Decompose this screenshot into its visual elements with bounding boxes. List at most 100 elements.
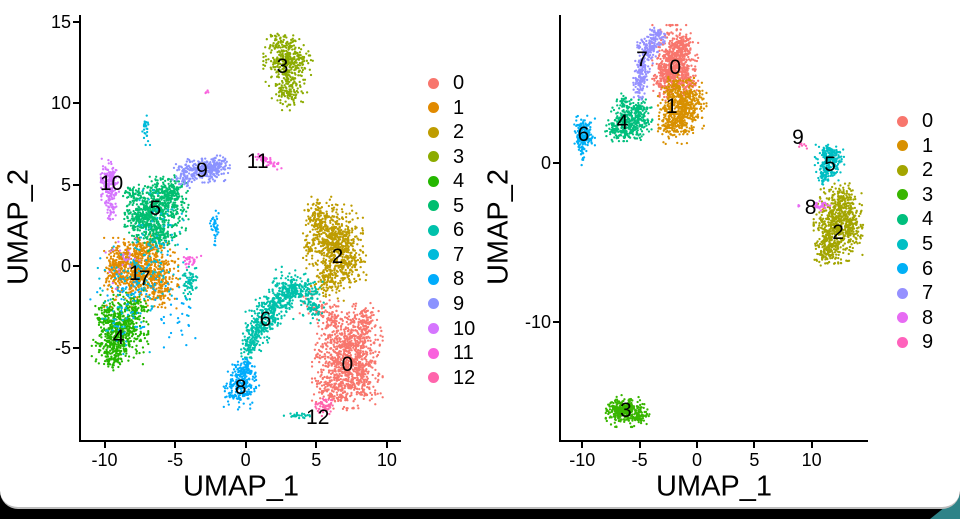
legend-label-9: 9 [922, 331, 934, 354]
legend-label-7: 7 [922, 282, 934, 305]
legend-label-11: 11 [453, 342, 474, 365]
x-tick-mark [696, 442, 698, 448]
scatter-points-left [81, 15, 401, 440]
x-tick-mark [753, 442, 756, 448]
legend-swatch-8 [897, 312, 908, 324]
cluster-label-left-0: 0 [341, 353, 354, 377]
legend-label-5: 5 [453, 194, 465, 217]
legend-item-left-4: 4 [428, 169, 464, 193]
legend-label-3: 3 [922, 183, 934, 206]
y-tick-mark [73, 20, 79, 23]
x-tick-mark [103, 442, 106, 448]
legend-label-4: 4 [922, 208, 934, 231]
legend-label-8: 8 [922, 306, 934, 329]
legend-item-right-7: 7 [897, 281, 933, 305]
legend-item-left-5: 5 [428, 194, 464, 218]
x-tick-mark [385, 442, 388, 448]
cluster-label-right-5: 5 [824, 152, 836, 176]
y-tick-label: -5 [54, 337, 71, 358]
legend-item-left-9: 9 [428, 292, 464, 316]
cluster-label-left-11: 11 [246, 149, 269, 173]
cluster-label-left-8: 8 [234, 376, 247, 400]
y-axis-line [79, 15, 81, 442]
legend-label-7: 7 [453, 243, 465, 266]
y-tick-mark [553, 162, 559, 164]
x-tick-mark [638, 442, 641, 448]
cluster-label-left-3: 3 [276, 55, 289, 79]
x-tick-label: -5 [167, 450, 184, 470]
legend-swatch-11 [428, 347, 439, 359]
legend-label-2: 2 [453, 121, 465, 144]
x-axis-title-left: UMAP_1 [182, 470, 300, 503]
x-tick-mark [244, 442, 247, 448]
cluster-label-right-2: 2 [832, 220, 844, 244]
y-tick-label: 10 [50, 93, 71, 113]
y-tick-mark [73, 265, 79, 267]
y-tick-mark [73, 183, 79, 186]
legend-item-right-5: 5 [897, 232, 933, 256]
cluster-label-left-2: 2 [331, 245, 344, 269]
legend-item-left-12: 12 [428, 366, 475, 390]
legend-item-right-1: 1 [897, 134, 933, 158]
y-tick-label: 0 [540, 153, 551, 173]
y-tick-mark [73, 346, 79, 349]
legend-swatch-9 [428, 298, 439, 310]
legend-swatch-6 [428, 224, 439, 236]
cluster-label-left-4: 4 [112, 325, 125, 349]
legend-item-left-7: 7 [428, 243, 464, 267]
legend-swatch-5 [897, 238, 908, 250]
x-tick-label: 10 [376, 450, 397, 470]
legend-swatch-4 [428, 175, 439, 187]
legend-label-10: 10 [453, 317, 476, 340]
x-tick-label: 0 [691, 450, 702, 470]
x-tick-mark [174, 442, 177, 448]
x-axis-line [559, 440, 868, 442]
cluster-label-left-1: 1 [129, 262, 141, 286]
legend-label-8: 8 [453, 268, 465, 291]
x-axis-title-right: UMAP_1 [655, 470, 773, 503]
legend-item-left-11: 11 [428, 341, 474, 365]
y-tick-mark [553, 321, 559, 323]
cluster-label-right-4: 4 [616, 111, 629, 135]
x-tick-label: 5 [749, 450, 760, 470]
x-tick-mark [581, 442, 584, 448]
x-tick-label: -10 [569, 450, 596, 470]
legend-label-12: 12 [453, 366, 476, 389]
legend-item-left-1: 1 [428, 96, 464, 120]
legend-item-left-2: 2 [428, 120, 464, 144]
cluster-label-left-12: 12 [306, 405, 330, 429]
legend-item-right-0: 0 [897, 109, 933, 133]
legend-swatch-2 [897, 164, 908, 176]
legend-swatch-1 [897, 140, 908, 152]
legend-swatch-3 [897, 189, 908, 201]
cluster-label-right-8: 8 [804, 195, 817, 219]
legend-label-1: 1 [453, 96, 465, 119]
x-axis-line [79, 440, 401, 442]
cluster-label-left-6: 6 [259, 307, 272, 331]
legend-swatch-2 [428, 126, 439, 138]
legend-label-6: 6 [922, 257, 934, 280]
legend-swatch-1 [428, 102, 439, 114]
y-tick-label: 5 [60, 174, 71, 195]
x-tick-label: 5 [311, 450, 322, 470]
legend-swatch-7 [428, 249, 439, 261]
cluster-label-left-9: 9 [196, 159, 208, 183]
cluster-label-right-6: 6 [577, 123, 590, 147]
y-axis-title-right: UMAP_2 [482, 168, 515, 286]
legend-label-2: 2 [922, 159, 934, 182]
legend-item-right-8: 8 [897, 306, 933, 330]
cluster-label-left-10: 10 [99, 171, 124, 195]
cluster-label-right-1: 1 [665, 95, 678, 119]
y-tick-mark [73, 102, 79, 104]
x-tick-mark [315, 442, 318, 448]
legend-label-0: 0 [453, 72, 465, 94]
x-tick-label: -10 [91, 450, 118, 470]
y-tick-label: -10 [524, 312, 551, 332]
legend-swatch-8 [428, 273, 439, 285]
y-axis-line [559, 15, 561, 442]
cluster-label-right-9: 9 [792, 125, 804, 149]
legend-label-9: 9 [453, 292, 465, 315]
